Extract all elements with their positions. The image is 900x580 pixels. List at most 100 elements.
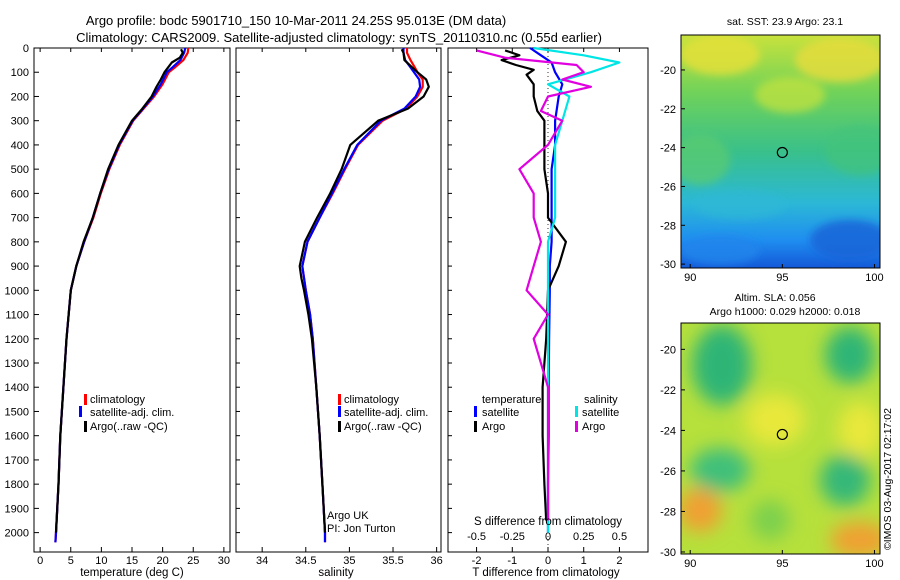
depth-tick-label: 1400 [5, 382, 29, 394]
lat-tick-label: -26 [660, 466, 676, 478]
difference-profiles [476, 46, 621, 533]
lat-tick-label: -30 [660, 259, 676, 271]
depth-tick-label: 300 [11, 116, 29, 128]
sst-map-frame [680, 34, 881, 269]
sla-map-title-line2: Argo h1000: 0.029 h2000: 0.018 [710, 306, 861, 318]
depth-tick-label: 1600 [5, 431, 29, 443]
lat-tick-label: -22 [660, 385, 676, 397]
depth-tick-label: 1800 [5, 479, 29, 491]
legend-label-satellite-adj: satellite-adj. clim. [90, 407, 174, 419]
sst-map-panel: sat. SST: 23.9 Argo: 23.1 -20-22-24-26-2… [660, 16, 884, 284]
legend-swatch-satellite-adj [79, 406, 82, 417]
depth-tick-label: 100 [11, 67, 29, 79]
legend-swatch-s-argo [575, 421, 578, 432]
legend-label-climatology: climatology [344, 394, 400, 406]
figure-title-line1: Argo profile: bodc 5901710_150 10-Mar-20… [86, 13, 506, 28]
lat-tick-label: -24 [660, 425, 676, 437]
depth-tick-label: 1200 [5, 334, 29, 346]
temperature-x-axis: 0 5 10 15 20 25 30 [37, 48, 230, 567]
legend-swatch-argo [84, 421, 87, 432]
series-line-satellite-adj-clim- [301, 48, 422, 543]
salinity-x-axis: 34 34.5 35 35.5 36 [236, 47, 443, 567]
salinity-panel: 34 34.5 35 35.5 36 salinity climatology sate… [235, 47, 443, 579]
depth-tick-label: 1000 [5, 285, 29, 297]
series-line-climatology [301, 48, 424, 543]
lon-tick-label: 100 [865, 558, 883, 570]
depth-tick-label: 1500 [5, 406, 29, 418]
lat-tick-label: -26 [660, 181, 676, 193]
legend-swatch-satellite-adj [338, 406, 341, 417]
s-difference-label: S difference from climatology [474, 516, 622, 528]
depth-tick-label: 0 [23, 43, 29, 55]
salinity-x-label: salinity [318, 567, 353, 579]
sla-lon-axis: 90 95 100 [684, 550, 884, 570]
sla-map-panel: Altim. SLA: 0.056 Argo h1000: 0.029 h200… [660, 292, 884, 570]
salinity-axes-frame [235, 47, 442, 553]
legend-swatch-t-argo [474, 421, 477, 432]
x-tick-label: 34 [256, 555, 268, 567]
depth-tick-label: 1700 [5, 455, 29, 467]
legend-label-s-argo: Argo [582, 421, 605, 433]
temperature-panel: 0100200300400500600700800900100011001200… [5, 43, 231, 579]
depth-tick-label: 1100 [5, 310, 29, 322]
x-tick-label: 35.5 [382, 555, 403, 567]
x-tick-label: 2 [616, 555, 622, 567]
depth-tick-label: 700 [11, 213, 29, 225]
legend-label-satellite-adj: satellite-adj. clim. [344, 407, 428, 419]
lon-tick-label: 90 [684, 272, 696, 284]
series-line-argo-raw-qc- [298, 48, 430, 533]
legend-label-argo: Argo(..raw -QC) [90, 421, 168, 433]
x-tick-label: -2 [472, 555, 482, 567]
lat-tick-label: -20 [660, 65, 676, 77]
series-line-argo [500, 49, 568, 521]
legend-swatch-t-satellite [474, 406, 477, 417]
lat-tick-label: -28 [660, 220, 676, 232]
depth-axis: 0 100 200 300 400 500 600 700 800 900 1000 1100 1200… [5, 43, 39, 540]
depth-tick-label: 1300 [5, 358, 29, 370]
sst-patches [681, 35, 880, 265]
imos-credit: ©IMOS 03-Aug-2017 02:17:02 [882, 408, 894, 550]
x-tick-label: 0 [37, 555, 43, 567]
s-tick-label: 0.5 [612, 531, 627, 543]
lat-tick-label: -30 [660, 547, 676, 559]
sla-map-title-line1: Altim. SLA: 0.056 [734, 292, 815, 304]
lat-tick-label: -20 [660, 344, 676, 356]
argo-position-marker [776, 146, 788, 159]
x-tick-label: 36 [431, 555, 443, 567]
lat-tick-label: -28 [660, 506, 676, 518]
x-tick-label: 35 [343, 555, 355, 567]
x-tick-label: -1 [507, 555, 517, 567]
x-tick-label: 0 [545, 555, 551, 567]
depth-tick-label: 400 [11, 140, 29, 152]
depth-tick-label: 800 [11, 237, 29, 249]
sla-patches [681, 325, 880, 554]
float-owner-line1: Argo UK [327, 510, 369, 522]
x-tick-label: 30 [218, 555, 230, 567]
temperature-profiles [54, 47, 190, 543]
s-tick-label: 0 [545, 531, 551, 543]
sst-lon-axis: 90 95 100 [684, 264, 884, 284]
figure-title-line2: Climatology: CARS2009. Satellite-adjuste… [76, 30, 602, 45]
difference-panel: -2 -1 0 1 2 -0.5 -0.25 0 0.25 0.5 T difference fr… [447, 46, 649, 579]
sst-lat-axis: -20 -22 -24 -26 -28 -30 [660, 65, 685, 271]
legend-label-t-argo: Argo [482, 421, 505, 433]
series-line-satellite [533, 46, 621, 533]
depth-tick-label: 200 [11, 91, 29, 103]
series-line-argo-raw-qc- [54, 48, 184, 533]
x-tick-label: 20 [157, 555, 169, 567]
x-tick-label: 15 [126, 555, 138, 567]
depth-tick-label: 2000 [5, 528, 29, 540]
lon-tick-label: 95 [776, 558, 788, 570]
argo-position-marker [776, 428, 788, 441]
legend-swatch-s-satellite [575, 406, 578, 417]
legend-label-s-satellite: satellite [582, 407, 619, 419]
depth-tick-label: 1900 [5, 503, 29, 515]
difference-legend: temperature satellite Argo salinity sate… [474, 394, 619, 433]
t-difference-x-label: T difference from climatology [472, 567, 619, 579]
lon-tick-label: 100 [865, 272, 883, 284]
sla-heatmap [681, 323, 880, 554]
series-line-climatology [54, 47, 190, 543]
sla-map-frame [680, 322, 881, 555]
sst-heatmap [681, 35, 880, 268]
